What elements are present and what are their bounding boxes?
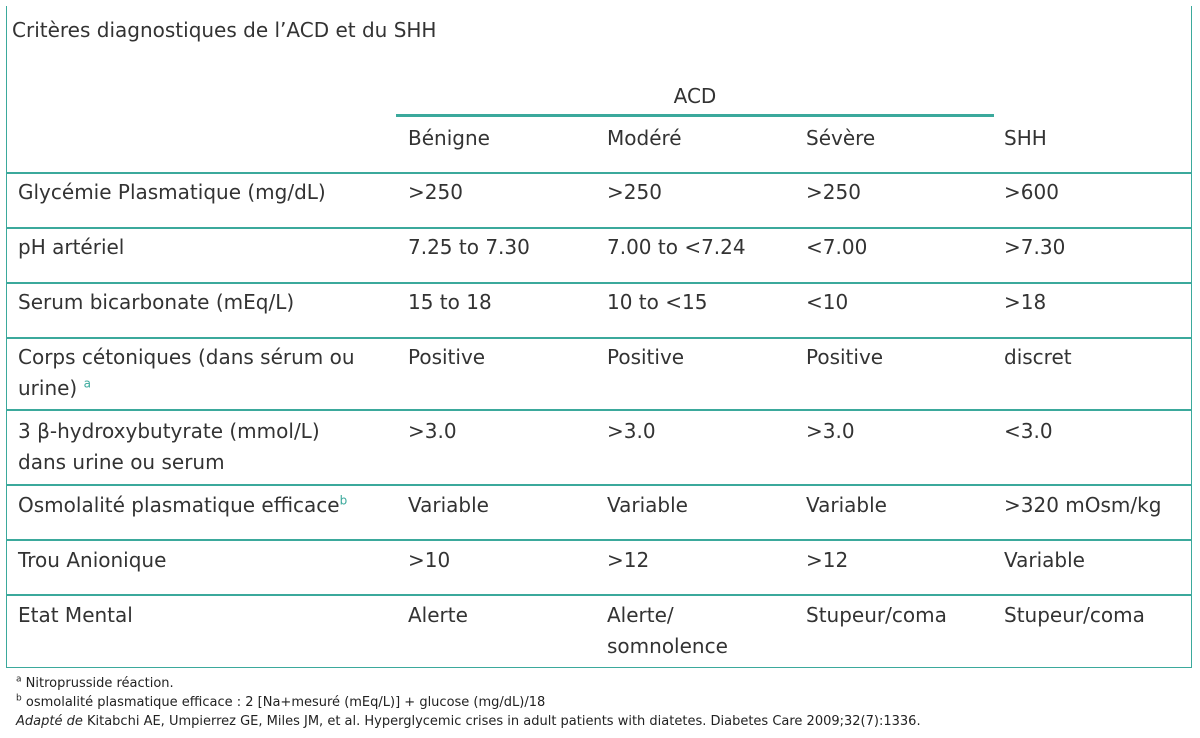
table-cell: >7.30 [1004, 235, 1066, 259]
table-cell: >250 [408, 180, 463, 204]
row-divider [6, 484, 1192, 486]
table-cell: <10 [806, 290, 849, 314]
column-header-shh: SHH [1004, 126, 1047, 150]
table-cell: 7.25 to 7.30 [408, 235, 530, 259]
table-cell: >600 [1004, 180, 1059, 204]
table-cell: Stupeur/coma [806, 603, 947, 627]
column-header-severe: Sévère [806, 126, 876, 150]
table-cell: >250 [806, 180, 861, 204]
row-label: Etat Mental [18, 603, 133, 627]
acd-group-header: ACD [673, 84, 717, 108]
source-citation: Adapté de Kitabchi AE, Umpierrez GE, Mil… [16, 714, 921, 729]
row-divider [6, 594, 1192, 596]
table-cell: Variable [806, 493, 887, 517]
row-divider [6, 282, 1192, 284]
footnote-b: b osmolalité plasmatique efficace : 2 [N… [16, 693, 546, 710]
table-cell: >3.0 [607, 419, 656, 443]
table-cell: >10 [408, 548, 451, 572]
row-divider [6, 539, 1192, 541]
column-header-benigne: Bénigne [408, 126, 490, 150]
table-cell: Variable [408, 493, 489, 517]
acd-header-underline [396, 114, 994, 117]
table-cell: Alerte/ somnolence [607, 603, 728, 658]
footnote-a: a Nitroprusside réaction. [16, 674, 174, 691]
table-cell: Stupeur/coma [1004, 603, 1145, 627]
table-cell: Variable [607, 493, 688, 517]
table-cell: >18 [1004, 290, 1047, 314]
row-divider [6, 409, 1192, 411]
table-cell: <3.0 [1004, 419, 1053, 443]
row-label: pH artériel [18, 235, 125, 259]
table-cell: Positive [408, 345, 486, 369]
table-cell: >12 [806, 548, 849, 572]
table-cell: Positive [607, 345, 685, 369]
footnote-marker: b [339, 493, 348, 508]
row-label: Osmolalité plasmatique efficaceb [18, 493, 348, 517]
table-cell: Positive [806, 345, 884, 369]
table-cell: >12 [607, 548, 650, 572]
table-cell: 10 to <15 [607, 290, 708, 314]
row-divider [6, 337, 1192, 339]
row-label: Corps cétoniques (dans sérum ou urine) a [18, 345, 355, 400]
table-cell: Alerte [408, 603, 468, 627]
table-cell: discret [1004, 345, 1072, 369]
row-label: Trou Anionique [18, 548, 167, 572]
table-cell: >250 [607, 180, 662, 204]
table-cell: 7.00 to <7.24 [607, 235, 746, 259]
column-header-modere: Modéré [607, 126, 682, 150]
table-cell: >320 mOsm/kg [1004, 493, 1162, 517]
table-cell: >3.0 [408, 419, 457, 443]
table-cell: 15 to 18 [408, 290, 492, 314]
row-label: 3 β-hydroxybutyrate (mmol/L) dans urine … [18, 419, 320, 474]
row-divider [6, 227, 1192, 229]
table-cell: <7.00 [806, 235, 868, 259]
row-label: Serum bicarbonate (mEq/L) [18, 290, 295, 314]
table-title: Critères diagnostiques de l’ACD et du SH… [12, 18, 437, 42]
table-cell: >3.0 [806, 419, 855, 443]
row-label: Glycémie Plasmatique (mg/dL) [18, 180, 326, 204]
row-divider [6, 172, 1192, 174]
footnote-marker: a [83, 376, 91, 391]
table-cell: Variable [1004, 548, 1085, 572]
